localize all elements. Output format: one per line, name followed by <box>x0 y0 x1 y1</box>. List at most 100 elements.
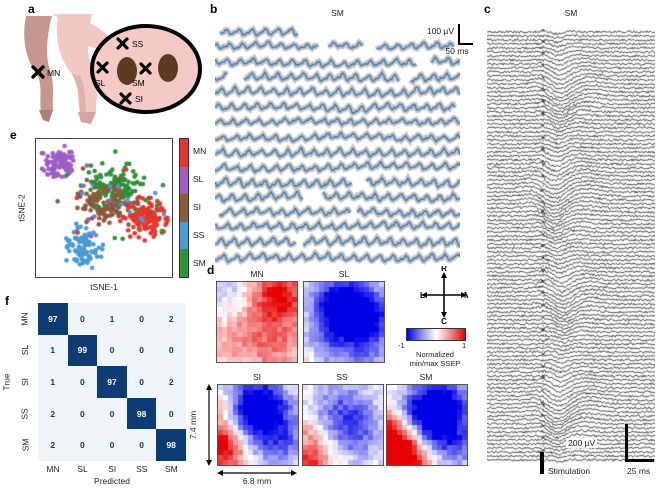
matrix-cell-SI-SM: 2 <box>156 366 186 398</box>
matrix-cell-SL-SI: 0 <box>97 334 127 367</box>
matrix-cell-SS-SM: 0 <box>156 397 186 430</box>
panel-e-label: e <box>10 128 17 142</box>
pig-front-leg-shade <box>72 74 86 113</box>
pig-front-leg <box>56 14 98 113</box>
tsne-legend-bar <box>179 138 189 278</box>
heatmap-si <box>217 384 299 466</box>
tsne-scatter <box>36 139 171 276</box>
legend-swatch-mn <box>180 139 188 167</box>
anatomy-illustration: MN SS SL SM SI <box>24 14 202 124</box>
colorbar-max: 1 <box>462 341 467 350</box>
heatmap-sm <box>386 384 468 466</box>
marker-mn-label: MN <box>47 68 60 78</box>
matrix-cell-SS-SL: 0 <box>67 397 98 430</box>
confusion-row-label-sm: SM <box>20 438 30 452</box>
heatmap-sl <box>303 281 385 363</box>
c-scalebar-horizontal <box>625 459 654 462</box>
marker-sl-label: SL <box>95 78 106 88</box>
confusion-col-label-sl: SL <box>77 464 88 474</box>
b-scalebar-horizontal <box>458 43 473 45</box>
matrix-cell-SM-SS: 0 <box>126 429 157 461</box>
matrix-cell-SS-SS: 98 <box>126 397 157 430</box>
height-dimension-arrow <box>206 384 212 466</box>
matrix-cell-MN-SM: 2 <box>156 303 186 335</box>
heatmap-mn <box>216 281 298 363</box>
legend-swatch-ss <box>180 221 188 250</box>
compass-medial: M <box>464 291 468 300</box>
stimulation-tick <box>540 452 544 474</box>
matrix-cell-MN-SI: 1 <box>97 303 127 335</box>
orientation-compass: R C L M <box>420 266 468 324</box>
matrix-cell-SM-MN: 2 <box>38 429 68 461</box>
matrix-cell-MN-SL: 0 <box>67 303 98 335</box>
b-scalebar-vertical <box>458 24 460 45</box>
width-dimension-arrow <box>217 470 297 476</box>
width-dimension-label: 6.8 mm <box>242 476 272 486</box>
matrix-cell-SL-MN: 1 <box>38 334 68 367</box>
pig-front-hoof <box>78 112 96 124</box>
heatmap-sm-title: SM <box>419 372 433 382</box>
matrix-cell-SL-SS: 0 <box>126 334 157 367</box>
marker-si-icon <box>119 92 132 105</box>
matrix-cell-SM-SM: 98 <box>156 429 186 461</box>
marker-ss-icon <box>116 37 129 50</box>
marker-si-label: SI <box>135 94 143 104</box>
confusion-y-axis-label: True <box>2 373 13 391</box>
c-scale-voltage: 200 µV <box>566 438 598 448</box>
heatmap-si-title: SI <box>252 372 262 382</box>
confusion-row-label-sl: SL <box>20 345 30 356</box>
confusion-col-label-mn: MN <box>46 464 60 474</box>
compass-caudal: C <box>441 317 447 324</box>
matrix-cell-SM-SI: 0 <box>97 429 127 461</box>
legend-label-sl: SL <box>193 174 204 184</box>
heatmap-mn-title: MN <box>250 269 264 279</box>
heatmap-ss <box>302 384 384 466</box>
gray-matter-right <box>158 54 178 82</box>
panel-b-title: SM <box>331 8 344 18</box>
matrix-cell-MN-MN: 97 <box>38 303 68 335</box>
b-scale-voltage: 100 µV <box>426 26 454 36</box>
marker-ss-label: SS <box>132 39 144 49</box>
matrix-cell-SS-MN: 2 <box>38 397 68 430</box>
legend-swatch-sl <box>180 166 188 195</box>
confusion-col-label-sm: SM <box>165 464 178 474</box>
marker-mn-icon <box>31 65 45 79</box>
stimulation-label: Stimulation <box>548 466 591 476</box>
matrix-cell-SL-SM: 0 <box>156 334 186 367</box>
panel-c-title: SM <box>564 8 578 18</box>
height-dimension-label: 7.4 mm <box>188 410 198 440</box>
legend-swatch-si <box>180 194 188 222</box>
confusion-matrix: 97 0 1 0 2 1 99 0 0 0 1 0 97 0 2 2 0 0 98 0 2 0 0 0 98 <box>38 303 186 461</box>
matrix-cell-SI-SS: 0 <box>126 366 157 398</box>
compass-lateral: L <box>420 291 425 300</box>
panel-f-label: f <box>5 294 9 308</box>
marker-sm-icon <box>139 62 152 75</box>
confusion-col-label-si: SI <box>108 464 117 474</box>
colorbar-caption-2: min/max SSEP <box>409 359 461 368</box>
colorbar-caption-1: Normalized <box>416 350 454 359</box>
legend-label-mn: MN <box>193 146 207 156</box>
tsne-y-axis-label: tSNE-2 <box>17 194 27 222</box>
matrix-cell-SL-SL: 99 <box>67 334 98 367</box>
confusion-row-label-mn: MN <box>19 312 30 326</box>
tsne-x-axis-label: tSNE-1 <box>90 282 118 292</box>
matrix-cell-SI-MN: 1 <box>38 366 68 398</box>
b-scale-time: 50 ms <box>445 46 469 56</box>
panel-b-label: b <box>210 2 218 16</box>
confusion-row-label-si: SI <box>20 377 30 386</box>
panel-d-label: d <box>207 263 215 277</box>
legend-label-sm: SM <box>193 258 206 268</box>
c-scalebar-vertical <box>625 424 628 462</box>
matrix-cell-SI-SL: 0 <box>67 366 98 398</box>
confusion-x-axis-label: Predicted <box>94 476 130 486</box>
compass-rostral: R <box>441 266 447 273</box>
legend-label-ss: SS <box>193 230 205 240</box>
marker-sl-icon <box>96 61 109 74</box>
heatmap-sl-title: SL <box>338 269 350 279</box>
legend-swatch-sm <box>180 249 188 277</box>
marker-sm-label: SM <box>132 78 145 88</box>
ssep-colorbar <box>406 328 466 341</box>
matrix-cell-SM-SL: 0 <box>67 429 98 461</box>
c-scale-time: 25 ms <box>627 466 651 476</box>
